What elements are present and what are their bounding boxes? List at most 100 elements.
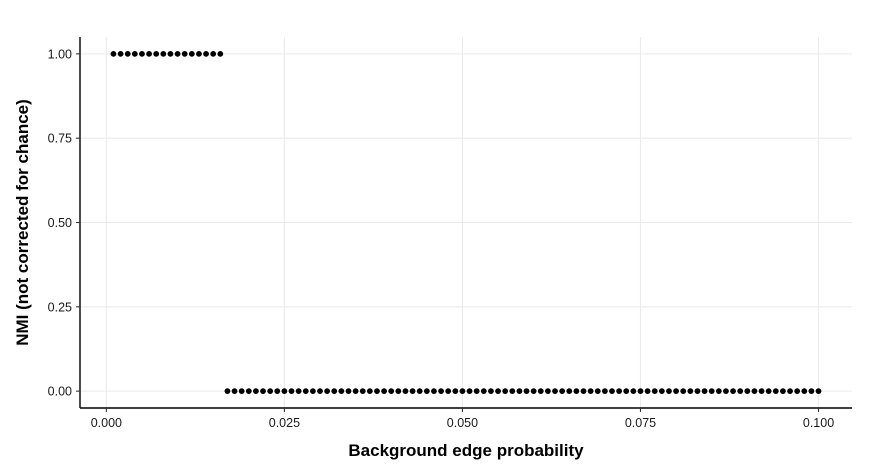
data-point (651, 388, 658, 395)
y-tick-label: 0.50 (48, 216, 72, 230)
data-point (523, 388, 530, 395)
data-point (452, 388, 459, 395)
y-tick-label: 0.25 (48, 300, 72, 314)
data-point (181, 50, 188, 57)
data-point (274, 388, 281, 395)
y-axis-title: NMI (not corrected for chance) (13, 99, 32, 346)
data-point (324, 388, 331, 395)
data-point (630, 388, 637, 395)
data-point (381, 388, 387, 395)
data-point (808, 388, 815, 395)
data-point (210, 50, 217, 57)
x-tick-label: 0.050 (447, 416, 478, 430)
data-point (295, 388, 302, 395)
data-point (601, 388, 608, 395)
ticks: 0.000 0.025 0.050 0.075 0.100 0.00 0.25 0.50 0.7… (48, 47, 835, 430)
data-point (765, 388, 772, 395)
data-point (338, 388, 345, 395)
data-point (445, 388, 452, 395)
x-tick-label: 0.100 (803, 416, 834, 430)
data-point (309, 388, 316, 395)
data-point (751, 388, 758, 395)
data-point (737, 388, 744, 395)
data-point (780, 388, 786, 395)
data-point (431, 388, 437, 395)
data-point (438, 388, 444, 395)
data-point (203, 50, 209, 57)
data-point (644, 388, 651, 395)
data-point (388, 388, 395, 395)
data-points (110, 50, 822, 395)
data-point (188, 50, 195, 57)
data-point (110, 50, 117, 57)
data-point (530, 388, 537, 395)
data-point (537, 388, 544, 395)
data-point (374, 388, 380, 395)
data-point (117, 50, 124, 57)
data-point (495, 388, 501, 395)
data-point (616, 388, 623, 395)
data-point (744, 388, 751, 395)
data-point (708, 388, 715, 395)
data-point (473, 388, 480, 395)
data-point (402, 388, 409, 395)
data-point (566, 388, 573, 395)
data-point (772, 388, 779, 395)
data-point (245, 388, 252, 395)
data-point (253, 388, 259, 395)
data-point (224, 388, 231, 395)
data-point (281, 388, 288, 395)
data-point (658, 388, 665, 395)
data-point (666, 388, 672, 395)
data-point (594, 388, 601, 395)
data-point (231, 388, 238, 395)
data-point (715, 388, 722, 395)
data-point (459, 388, 466, 395)
data-point (345, 388, 352, 395)
data-point (124, 50, 131, 57)
data-point (694, 388, 701, 395)
data-point (673, 388, 679, 395)
y-tick-label: 0.75 (48, 132, 72, 146)
data-point (217, 50, 224, 57)
data-point (509, 388, 516, 395)
data-point (580, 388, 587, 395)
data-point (139, 50, 145, 57)
data-point (146, 50, 152, 57)
x-tick-label: 0.000 (91, 416, 122, 430)
data-point (758, 388, 765, 395)
data-point (545, 388, 551, 395)
data-point (416, 388, 423, 395)
data-point (488, 388, 494, 395)
x-tick-label: 0.075 (625, 416, 656, 430)
data-point (260, 388, 266, 395)
data-point (317, 388, 323, 395)
data-point (352, 388, 359, 395)
x-tick-label: 0.025 (269, 416, 300, 430)
data-point (395, 388, 402, 395)
data-point (359, 388, 366, 395)
data-point (637, 388, 644, 395)
data-point (423, 388, 430, 395)
data-point (502, 388, 509, 395)
data-point (331, 388, 338, 395)
data-point (302, 388, 309, 395)
data-point (801, 388, 808, 395)
data-point (238, 388, 245, 395)
x-axis-title: Background edge probability (348, 441, 584, 460)
data-point (701, 388, 708, 395)
data-point (267, 388, 274, 395)
grid (80, 37, 852, 408)
data-point (409, 388, 416, 395)
data-point (174, 50, 181, 57)
data-point (815, 388, 822, 395)
data-point (160, 50, 167, 57)
data-point (167, 50, 174, 57)
data-point (680, 388, 687, 395)
data-point (573, 388, 580, 395)
data-point (131, 50, 138, 57)
data-point (153, 50, 160, 57)
data-point (787, 388, 793, 395)
y-tick-label: 1.00 (48, 47, 72, 61)
